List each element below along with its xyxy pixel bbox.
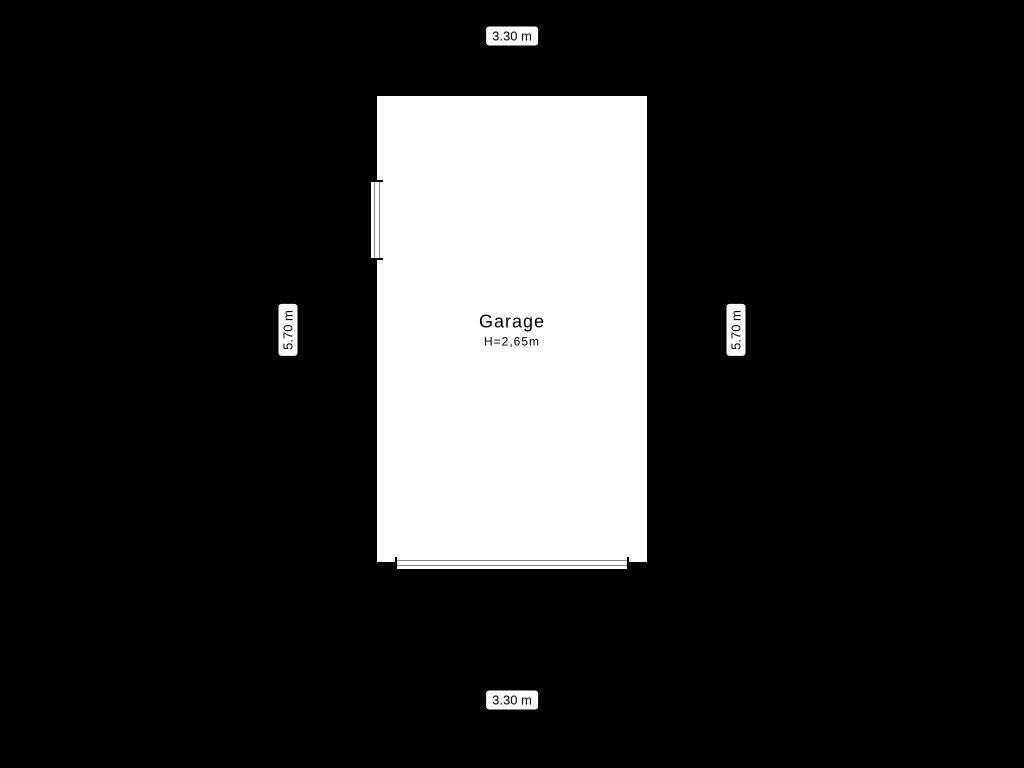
dimension-top: 3.30 m: [486, 27, 538, 46]
window-left: [371, 180, 383, 260]
dimension-left: 5.70 m: [279, 304, 298, 356]
dimension-right: 5.70 m: [727, 304, 746, 356]
dimension-bottom: 3.30 m: [486, 691, 538, 710]
floorplan-canvas: Garage H=2,65m 3.30 m 3.30 m 5.70 m 5.70…: [0, 0, 1024, 768]
room-title: Garage H=2,65m: [479, 312, 545, 349]
garage-door: [395, 557, 629, 569]
room-name-label: Garage: [479, 312, 545, 333]
room-height-label: H=2,65m: [479, 335, 545, 349]
